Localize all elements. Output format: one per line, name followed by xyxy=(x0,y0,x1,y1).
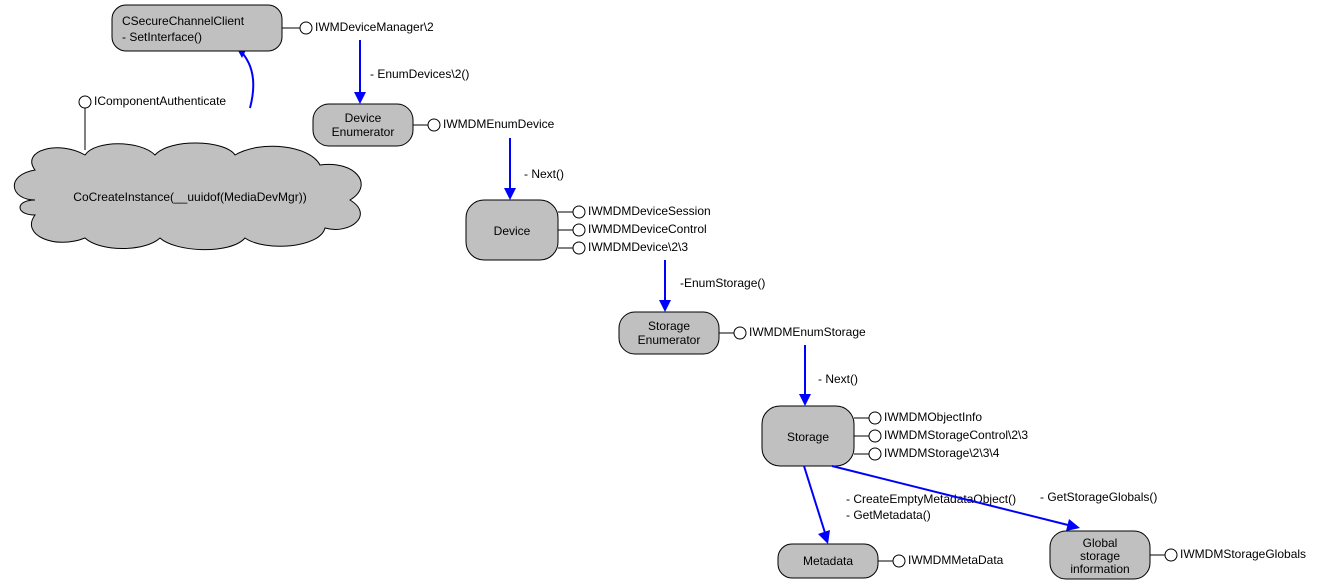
metadata-interface: IWMDMMetaData xyxy=(878,553,1004,567)
arrow-head-icon xyxy=(799,394,811,406)
global-storage-interface: IWMDMStorageGlobals xyxy=(1150,547,1306,561)
cloud-interface-label: IComponentAuthenticate xyxy=(94,94,226,108)
edge-label-createempty: - CreateEmptyMetadataObject() xyxy=(846,492,1016,506)
arrow-head-icon xyxy=(504,188,516,200)
node-metadata: Metadata xyxy=(778,544,878,578)
diagram-canvas: CoCreateInstance(__uuidof(MediaDevMgr)) … xyxy=(0,0,1324,587)
device-enum-iface-label: IWMDMEnumDevice xyxy=(443,117,555,131)
device-enum-interface: IWMDMEnumDevice xyxy=(413,117,555,131)
cloud-cocreateinstance: CoCreateInstance(__uuidof(MediaDevMgr)) xyxy=(14,143,361,250)
lollipop-circle-icon xyxy=(893,555,905,567)
lollipop-circle-icon xyxy=(300,22,312,34)
device-interfaces: IWMDMDeviceSession IWMDMDeviceControl IW… xyxy=(558,204,711,254)
global-storage-line1: Global xyxy=(1083,536,1118,550)
metadata-iface-label: IWMDMMetaData xyxy=(908,553,1004,567)
arrow-to-storage: - Next() xyxy=(799,345,858,406)
storage-enum-line1: Storage xyxy=(648,319,690,333)
securechannel-line2: - SetInterface() xyxy=(122,30,202,44)
lollipop-circle-icon xyxy=(573,242,585,254)
arrow-head-icon xyxy=(659,300,671,312)
securechannel-interface: IWMDeviceManager\2 xyxy=(282,20,434,34)
arrow-head-icon xyxy=(818,530,830,544)
storage-label: Storage xyxy=(787,430,829,444)
device-enum-line2: Enumerator xyxy=(332,125,395,139)
device-label: Device xyxy=(494,224,531,238)
securechannel-iface-label: IWMDeviceManager\2 xyxy=(315,20,434,34)
storage-interfaces: IWMDMObjectInfo IWMDMStorageControl\2\3 … xyxy=(854,410,1028,460)
arrow-to-device-enumerator: - EnumDevices\2() xyxy=(354,40,469,104)
securechannel-line1: CSecureChannelClient xyxy=(122,14,245,28)
storage-enum-interface: IWMDMEnumStorage xyxy=(719,325,866,339)
lollipop-circle-icon xyxy=(428,119,440,131)
device-iface3: IWMDMDevice\2\3 xyxy=(588,240,688,254)
node-device: Device xyxy=(466,200,558,260)
device-iface1: IWMDMDeviceSession xyxy=(588,204,711,218)
cloud-lollipop-circle xyxy=(79,96,91,108)
node-storage: Storage xyxy=(762,406,854,466)
storage-enum-line2: Enumerator xyxy=(638,333,701,347)
lollipop-circle-icon xyxy=(869,412,881,424)
storage-iface3: IWMDMStorage\2\3\4 xyxy=(884,446,1000,460)
metadata-label: Metadata xyxy=(803,554,853,568)
arrow-to-device: - Next() xyxy=(504,138,564,200)
edge-label-next2: - Next() xyxy=(818,372,858,386)
cloud-interface: IComponentAuthenticate xyxy=(79,94,226,150)
node-device-enumerator: Device Enumerator xyxy=(313,104,413,146)
lollipop-circle-icon xyxy=(1165,549,1177,561)
storage-iface1: IWMDMObjectInfo xyxy=(884,410,982,424)
node-global-storage: Global storage information xyxy=(1050,531,1150,579)
lollipop-circle-icon xyxy=(869,448,881,460)
arrow-head-icon xyxy=(354,92,366,104)
global-storage-iface-label: IWMDMStorageGlobals xyxy=(1180,547,1306,561)
arrow-cloud-to-securechannel xyxy=(235,45,253,108)
arrow-line xyxy=(804,466,826,536)
node-storage-enumerator: Storage Enumerator xyxy=(619,312,719,354)
edge-label-getmetadata: - GetMetadata() xyxy=(846,508,931,522)
edge-label-next1: - Next() xyxy=(524,167,564,181)
global-storage-line3: information xyxy=(1070,562,1129,576)
arrow-head-icon xyxy=(1066,519,1080,531)
cloud-label: CoCreateInstance(__uuidof(MediaDevMgr)) xyxy=(73,190,306,204)
edge-label-enumdevices: - EnumDevices\2() xyxy=(370,67,469,81)
device-iface2: IWMDMDeviceControl xyxy=(588,222,707,236)
lollipop-circle-icon xyxy=(869,430,881,442)
lollipop-circle-icon xyxy=(573,206,585,218)
lollipop-circle-icon xyxy=(573,224,585,236)
arrow-curve xyxy=(235,45,253,108)
node-securechannelclient: CSecureChannelClient - SetInterface() xyxy=(112,5,282,51)
lollipop-circle-icon xyxy=(734,327,746,339)
storage-enum-iface-label: IWMDMEnumStorage xyxy=(749,325,866,339)
edge-label-enumstorage: -EnumStorage() xyxy=(680,276,765,290)
storage-iface2: IWMDMStorageControl\2\3 xyxy=(884,428,1028,442)
global-storage-line2: storage xyxy=(1080,549,1120,563)
device-enum-line1: Device xyxy=(345,111,382,125)
arrow-to-storage-enumerator: -EnumStorage() xyxy=(659,260,765,312)
edge-label-getstorageglobals: - GetStorageGlobals() xyxy=(1040,490,1157,504)
